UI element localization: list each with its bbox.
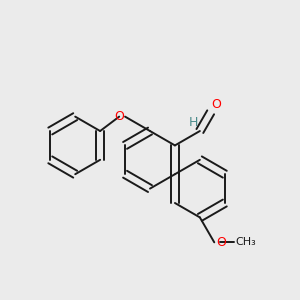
Text: CH₃: CH₃ [236,237,256,247]
Text: H: H [189,116,198,129]
Text: O: O [216,236,226,249]
Text: O: O [212,98,221,111]
Text: O: O [114,110,124,123]
